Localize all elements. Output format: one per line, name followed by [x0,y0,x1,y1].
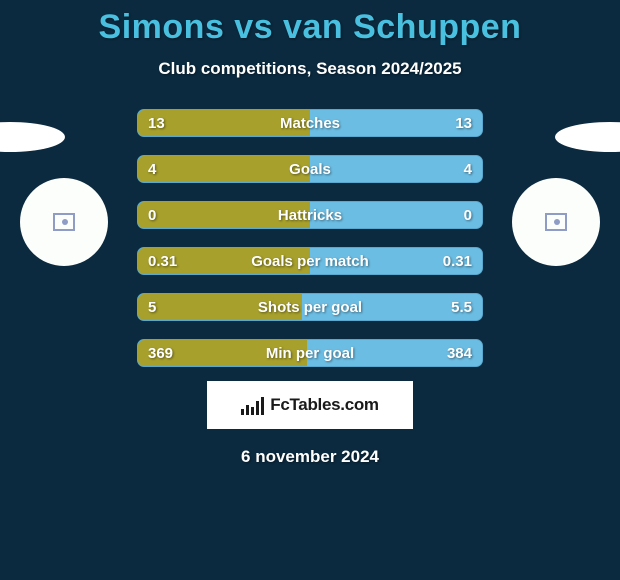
stats-container: 13Matches13 4Goals4 0Hattricks0 0.31Goals p… [137,109,483,367]
date-label: 6 november 2024 [241,447,379,467]
stat-value-right: 4 [464,156,472,182]
stat-row: 0.31Goals per match0.31 [137,247,483,275]
subtitle: Club competitions, Season 2024/2025 [158,59,461,79]
stat-label: Shots per goal [138,294,482,320]
stat-label: Min per goal [138,340,482,366]
player-avatar-left [20,178,108,266]
stat-label: Goals per match [138,248,482,274]
avatar-placeholder-icon [53,213,75,231]
stat-label: Goals [138,156,482,182]
page-title: Simons vs van Schuppen [99,8,522,47]
stat-value-right: 0.31 [443,248,472,274]
stat-label: Matches [138,110,482,136]
decor-ellipse-right [555,122,620,152]
stat-value-right: 5.5 [451,294,472,320]
stat-row: 4Goals4 [137,155,483,183]
stat-value-right: 384 [447,340,472,366]
logo-box: FcTables.com [207,381,413,429]
stat-row: 369Min per goal384 [137,339,483,367]
stat-row: 5Shots per goal5.5 [137,293,483,321]
comparison-card: Simons vs van Schuppen Club competitions… [0,0,620,580]
stat-value-right: 13 [455,110,472,136]
stat-label: Hattricks [138,202,482,228]
player-avatar-right [512,178,600,266]
avatar-placeholder-icon [545,213,567,231]
logo-text: FcTables.com [270,395,379,415]
stat-value-right: 0 [464,202,472,228]
decor-ellipse-left [0,122,65,152]
logo-barchart-icon [241,395,264,415]
stat-row: 13Matches13 [137,109,483,137]
stat-row: 0Hattricks0 [137,201,483,229]
